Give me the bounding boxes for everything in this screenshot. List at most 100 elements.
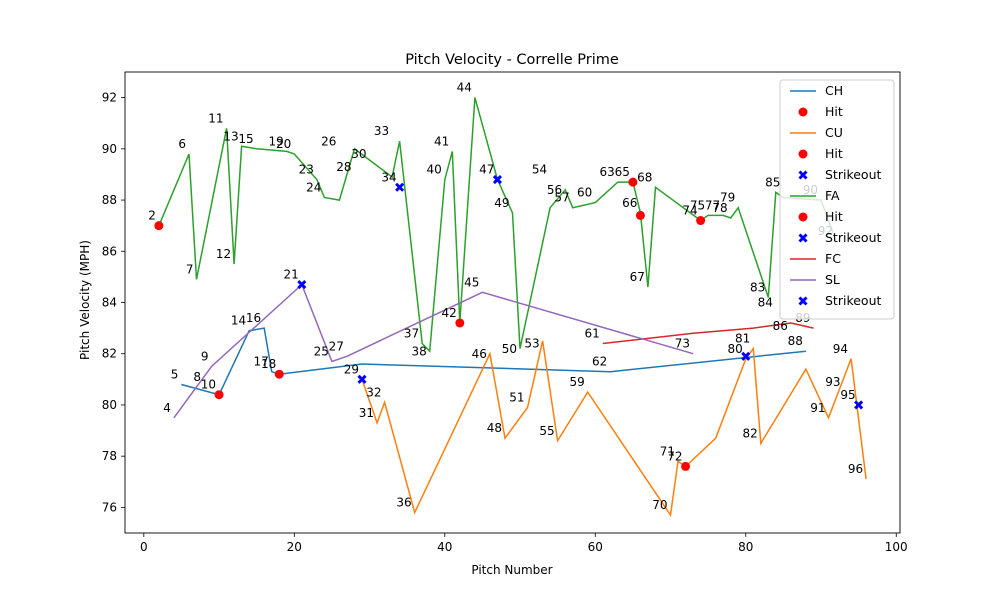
pitch-number-label: 94 [833, 342, 848, 356]
legend-hit-swatch [798, 149, 808, 159]
pitch-number-label: 42 [442, 306, 457, 320]
y-tick-label: 82 [102, 347, 117, 361]
pitch-number-label: 82 [743, 426, 758, 440]
pitch-number-label: 67 [630, 270, 645, 284]
hit-marker [696, 216, 706, 226]
pitch-number-label: 28 [336, 160, 351, 174]
pitch-number-label: 11 [208, 111, 223, 125]
pitch-number-label: 63 [600, 165, 615, 179]
strikeout-marker [357, 374, 367, 384]
pitch-number-label: 15 [238, 132, 253, 146]
pitch-number-label: 81 [735, 332, 750, 346]
strikeout-marker [741, 351, 751, 361]
pitch-number-label: 9 [201, 350, 209, 364]
x-tick-label: 100 [885, 540, 908, 554]
pitch-number-label: 10 [201, 378, 216, 392]
pitch-number-label: 62 [592, 355, 607, 369]
legend-label: CH [825, 83, 843, 98]
pitch-number-label: 13 [223, 129, 238, 143]
legend: CH Hit CU Hit Strikeout FA Hit Strikeout FC SL Str… [779, 79, 895, 320]
x-tick-label: 40 [437, 540, 452, 554]
pitch-number-label: 37 [404, 326, 419, 340]
pitch-number-label: 46 [472, 347, 487, 361]
pitch-number-label: 45 [464, 275, 479, 289]
pitch-number-label: 17 [253, 355, 268, 369]
legend-label: Strikeout [825, 230, 882, 245]
pitch-number-label: 40 [427, 163, 442, 177]
pitch-number-label: 86 [773, 319, 788, 333]
legend-hit-swatch [798, 212, 808, 222]
pitch-number-label: 23 [299, 163, 314, 177]
pitch-number-label: 51 [509, 391, 524, 405]
pitch-number-label: 16 [246, 311, 261, 325]
pitch-number-label: 53 [524, 337, 539, 351]
pitch-number-label: 31 [359, 406, 374, 420]
series-line-sl [173, 283, 694, 419]
pitch-number-label: 29 [344, 362, 359, 376]
pitch-number-label: 7 [186, 262, 194, 276]
pitch-number-label: 36 [396, 496, 411, 510]
y-axis-label: Pitch Velocity (MPH) [78, 240, 92, 360]
x-tick-label: 80 [738, 540, 753, 554]
pitch-number-label: 61 [585, 326, 600, 340]
pitch-number-label: 70 [652, 498, 667, 512]
pitch-number-label: 8 [193, 370, 201, 384]
hit-marker [628, 177, 638, 187]
pitch-number-label: 88 [788, 334, 803, 348]
pitch-number-label: 18 [261, 357, 276, 371]
legend-label: Strikeout [825, 167, 882, 182]
legend-label: Hit [825, 146, 843, 161]
legend-label: FC [825, 251, 841, 266]
pitch-number-label: 75 [690, 198, 705, 212]
x-tick-label: 20 [287, 540, 302, 554]
pitch-number-label: 48 [487, 421, 502, 435]
pitch-number-label: 60 [577, 186, 592, 200]
pitch-number-label: 5 [171, 367, 179, 381]
pitch-number-label: 65 [615, 165, 630, 179]
pitch-number-label: 54 [532, 163, 547, 177]
legend-strikeout-swatch [798, 296, 808, 306]
hit-marker [681, 461, 691, 471]
series-layer [158, 97, 867, 518]
pitch-number-label: 80 [727, 342, 742, 356]
pitch-number-label: 34 [381, 170, 396, 184]
pitch-number-label: 19 [268, 134, 283, 148]
chart-title: Pitch Velocity - Correlle Prime [405, 52, 619, 68]
y-tick-label: 88 [102, 193, 117, 207]
pitch-number-label: 84 [758, 296, 773, 310]
legend-hit-swatch [798, 107, 808, 117]
pitch-number-label: 96 [848, 462, 863, 476]
pitch-number-label: 71 [660, 444, 675, 458]
pitch-number-label: 77 [705, 198, 720, 212]
legend-strikeout-swatch [798, 170, 808, 180]
legend-label: FA [825, 188, 840, 203]
hit-marker [154, 221, 164, 231]
strikeout-marker [297, 280, 307, 290]
strikeout-marker [395, 182, 405, 192]
pitch-number-label: 38 [411, 344, 426, 358]
legend-label: CU [825, 125, 843, 140]
pitch-number-label: 30 [351, 147, 366, 161]
pitch-number-label: 24 [306, 180, 321, 194]
pitch-number-label: 66 [622, 196, 637, 210]
pitch-number-label: 68 [637, 170, 652, 184]
legend-label: Hit [825, 209, 843, 224]
pitch-number-label: 21 [284, 268, 299, 282]
pitch-number-label: 44 [457, 81, 472, 95]
x-tick-label: 0 [140, 540, 148, 554]
pitch-number-label: 49 [494, 196, 509, 210]
y-tick-label: 84 [102, 296, 117, 310]
y-tick-label: 92 [102, 91, 117, 105]
hit-marker [455, 318, 465, 328]
pitch-number-label: 12 [216, 247, 231, 261]
pitch-number-label: 93 [825, 375, 840, 389]
hit-marker [214, 390, 224, 400]
pitch-number-label: 74 [682, 204, 697, 218]
pitch-number-label: 14 [231, 314, 246, 328]
pitch-number-label: 6 [178, 137, 186, 151]
legend-label: SL [825, 272, 840, 287]
pitch-number-label: 32 [366, 385, 381, 399]
x-axis-label: Pitch Number [471, 563, 552, 577]
